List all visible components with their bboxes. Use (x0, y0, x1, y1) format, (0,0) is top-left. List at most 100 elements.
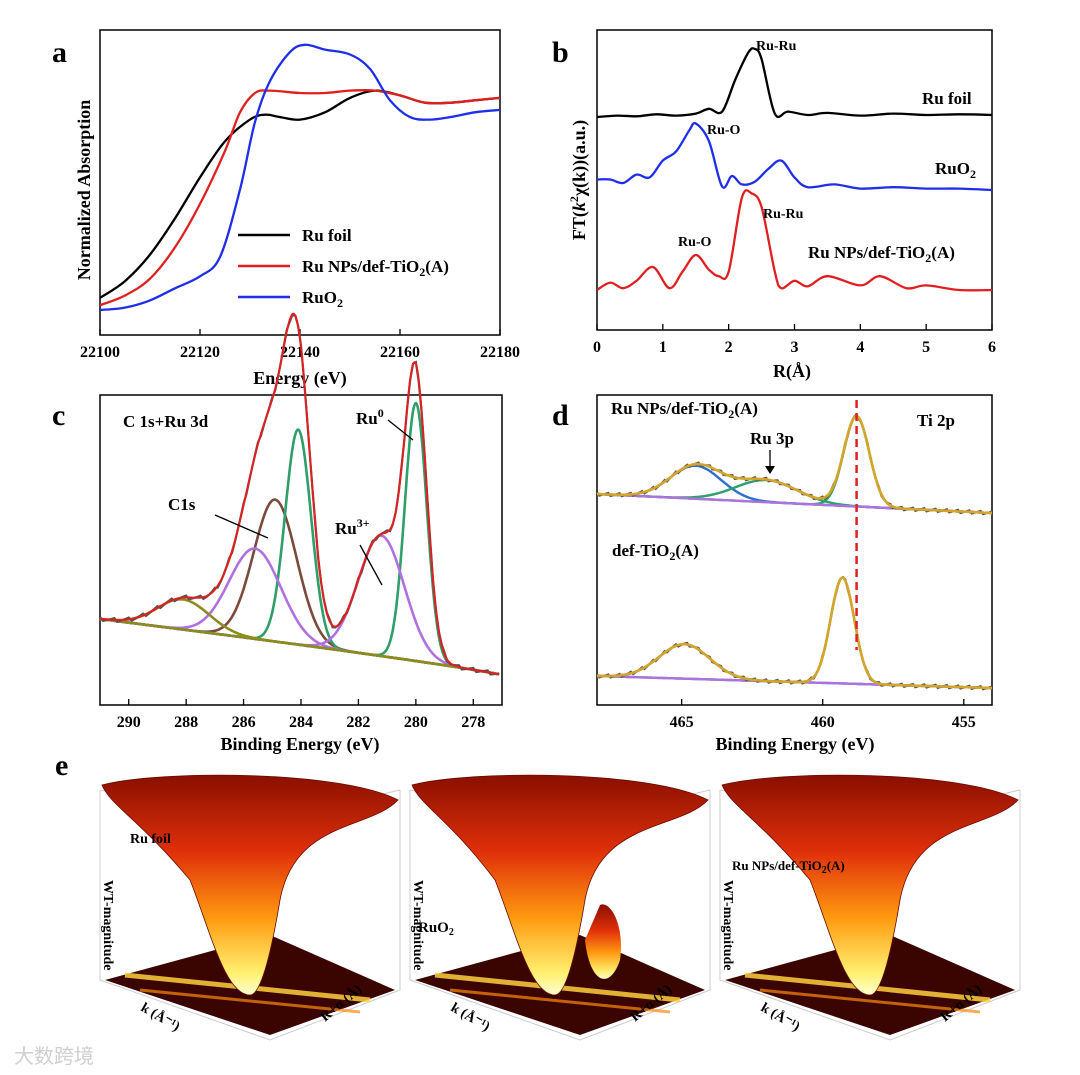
annot-ru0: Ru0 (356, 406, 384, 428)
d-1-raw (596, 575, 993, 691)
panel-c: c C 1s+Ru 3d Binding Energy (eV) 290 288 2… (52, 312, 503, 755)
e-box-1 (409, 790, 711, 1041)
c-tick-label-280: 280 (404, 714, 428, 731)
panel-letter-a: a (52, 36, 67, 69)
ylabel-a: Normalized Absorption (74, 100, 94, 281)
c-tick-label-290: 290 (117, 714, 141, 731)
b-tick-label-2: 2 (725, 339, 733, 356)
e-klabel-1: k (Å⁻¹) (448, 1000, 493, 1035)
annot-ru-o-nps: Ru-O (678, 235, 712, 250)
d-tick-label-460: 460 (811, 714, 835, 731)
panel-letter-d: d (552, 399, 569, 432)
xlabel-a: Energy (eV) (253, 368, 346, 389)
d-tick-label-465: 465 (670, 714, 694, 731)
watermark: 大数跨境 (14, 1044, 94, 1068)
legend-label-ru-foil: Ru foil (302, 226, 352, 245)
arrowhead-ru3p (765, 466, 775, 474)
e-zlabel-0: WT-magnitude (100, 880, 115, 971)
arrow-ru3 (359, 544, 383, 586)
a-tick-label-22140: 22140 (280, 344, 320, 361)
series-label-bottom-d: def-TiO2(A) (612, 541, 699, 563)
b-tick-label-4: 4 (856, 339, 864, 356)
e-box-2 (719, 790, 1021, 1041)
xlabel-d: Binding Energy (eV) (715, 734, 874, 755)
c-background (99, 617, 500, 676)
series-label-ruo2: RuO2 (935, 159, 976, 181)
plot-frame-c (99, 394, 503, 706)
e-surface-second-well (585, 904, 621, 979)
b-tick-label-6: 6 (988, 339, 996, 356)
e-surface-0 (101, 774, 399, 996)
d-0-envelope (596, 414, 993, 515)
panel-d: d Ti 2p Binding Energy (eV) 465 460 455 Ru… (552, 394, 993, 755)
legend-label-ru-nps: Ru NPs/def-TiO2(A) (302, 257, 449, 279)
e-surface-1 (411, 774, 709, 996)
a-tick-label-22160: 22160 (380, 344, 420, 361)
e-plot-label-1: RuO2 (418, 920, 454, 938)
b-tick-label-3: 3 (791, 339, 799, 356)
b-tick-label-5: 5 (922, 339, 930, 356)
arrow-ru0 (387, 419, 414, 441)
a-tick-label-22180: 22180 (480, 344, 520, 361)
annot-ru3: Ru3+ (335, 516, 370, 538)
c-peak-fit-0 (99, 498, 500, 676)
e-floor-band2-0 (139, 988, 361, 1014)
e-surface-2 (721, 774, 1019, 996)
e-floor-band2-2 (759, 988, 981, 1014)
c-peak-fit-3 (99, 534, 500, 676)
a-series-line-1 (99, 88, 501, 307)
b-tick-label-1: 1 (659, 339, 667, 356)
e-klabel-2: k (Å⁻¹) (758, 1000, 803, 1035)
c-tick-label-286: 286 (232, 714, 256, 731)
e-floor-band2-1 (449, 988, 671, 1014)
panel-a: a Normalized Absorption Energy (eV) 2210… (52, 29, 520, 389)
d-1-envelope (597, 576, 993, 690)
panel-b: b FT(k2χ(k))(a.u.) R(Å) 0 1 2 3 4 5 6 Ru-Ru Ru… (552, 29, 996, 382)
e-plot-label-0: Ru foil (130, 832, 171, 847)
b-series-line-1 (596, 121, 993, 192)
panel-letter-e: e (55, 749, 68, 782)
b-series-line-2 (596, 189, 993, 292)
c-tick-label-282: 282 (346, 714, 370, 731)
legend-a: Ru foil Ru NPs/def-TiO2(A) RuO2 (238, 226, 449, 310)
series-label-ru-foil: Ru foil (922, 89, 972, 108)
e-zlabel-2: WT-magnitude (720, 880, 735, 971)
series-label-ru-nps: Ru NPs/def-TiO2(A) (808, 243, 955, 265)
panel-letter-c: c (52, 399, 65, 432)
c-envelope (99, 312, 500, 676)
c-tick-label-288: 288 (174, 714, 198, 731)
e-zlabel-1: WT-magnitude (410, 880, 425, 971)
legend-label-ruo2: RuO2 (302, 288, 343, 310)
c-tick-label-284: 284 (289, 714, 313, 731)
panel-letter-b: b (552, 36, 569, 69)
title-d: Ti 2p (917, 411, 955, 430)
e-box-0 (99, 790, 401, 1041)
plot-frame-a (99, 29, 501, 336)
b-series-line-0 (596, 47, 993, 119)
annot-ru-ru-foil: Ru-Ru (756, 39, 797, 54)
c-tick-label-278: 278 (461, 714, 485, 731)
d-tick-label-455: 455 (952, 714, 976, 731)
plot-frame-d (596, 394, 993, 706)
d-0-peak-2 (596, 415, 993, 515)
xlabel-b: R(Å) (773, 361, 811, 382)
d-1-peak-1 (596, 576, 993, 690)
a-series-line-2 (99, 43, 501, 312)
series-label-top-d: Ru NPs/def-TiO2(A) (611, 399, 758, 421)
arrow-c1s (214, 514, 269, 539)
annot-ru-o-ruo2: Ru-O (707, 123, 741, 138)
ylabel-b: FT(k2χ(k))(a.u.) (567, 120, 590, 240)
annot-ru-ru-nps: Ru-Ru (763, 207, 804, 222)
e-plot-label-2: Ru NPs/def-TiO2(A) (732, 858, 845, 876)
xlabel-c: Binding Energy (eV) (220, 734, 379, 755)
title-c: C 1s+Ru 3d (123, 412, 209, 431)
b-tick-label-0: 0 (593, 339, 601, 356)
e-klabel-0: k (Å⁻¹) (138, 1000, 183, 1035)
annot-ru3p: Ru 3p (750, 429, 794, 448)
annot-c1s: C1s (168, 495, 196, 514)
